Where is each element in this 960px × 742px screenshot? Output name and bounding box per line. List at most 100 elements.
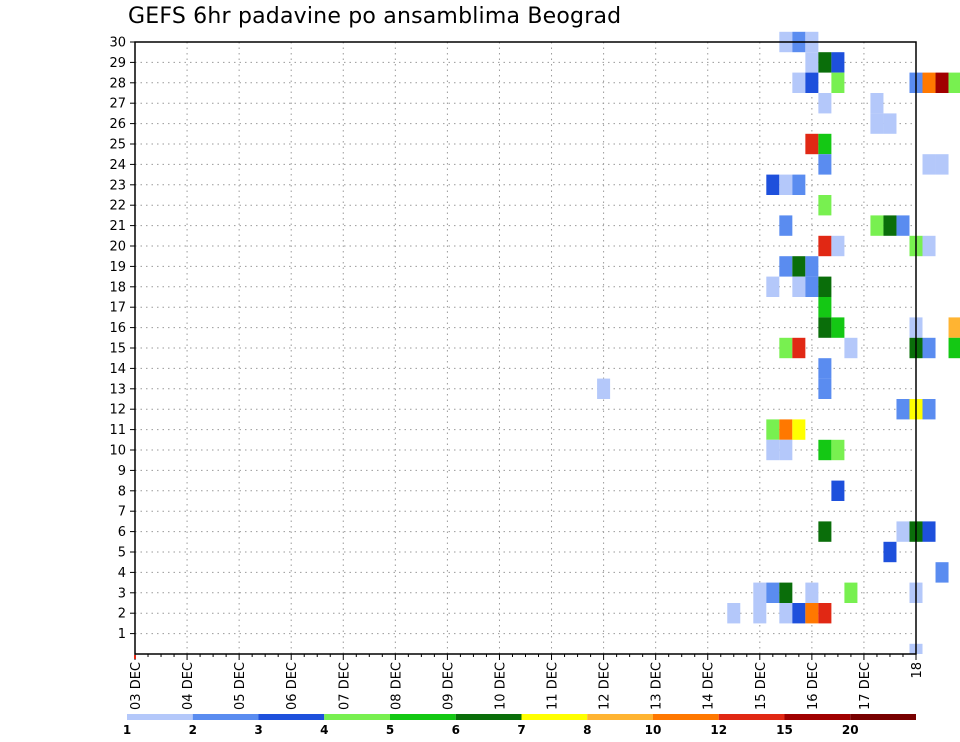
heatmap-cell xyxy=(818,317,832,338)
heatmap-cell xyxy=(818,276,832,297)
heatmap-cell xyxy=(922,72,936,93)
heatmap-cell xyxy=(818,235,832,257)
colorbar-swatch xyxy=(587,714,653,720)
x-tick-label: 07 DEC xyxy=(337,662,352,710)
heatmap-cell xyxy=(844,337,858,359)
heatmap-cell xyxy=(792,337,806,359)
y-tick-label: 4 xyxy=(118,566,126,581)
heatmap-cell xyxy=(766,419,780,440)
colorbar-label: 7 xyxy=(517,723,525,737)
heatmap-cell xyxy=(896,521,910,542)
colorbar-swatch xyxy=(784,714,851,720)
heatmap-cell xyxy=(922,399,936,420)
heatmap-cell xyxy=(870,93,884,114)
heatmap-cell xyxy=(818,603,832,624)
y-tick-label: 18 xyxy=(109,280,126,295)
heatmap-cell xyxy=(818,195,832,216)
heatmap-cell xyxy=(792,72,806,93)
heatmap-cell xyxy=(948,337,960,359)
heatmap-cell xyxy=(870,113,884,134)
heatmap-cell xyxy=(779,215,793,236)
y-tick-label: 11 xyxy=(109,423,126,438)
y-tick-label: 28 xyxy=(109,76,126,91)
y-tick-label: 29 xyxy=(109,56,126,71)
x-tick-label: 03 DEC xyxy=(129,662,144,710)
colorbar-label: 6 xyxy=(452,723,460,737)
colorbar-label: 2 xyxy=(189,723,197,737)
y-tick-label: 3 xyxy=(118,586,126,601)
heatmap-cell xyxy=(597,378,611,399)
heatmap-cell xyxy=(922,337,936,359)
heatmap-cell xyxy=(922,521,936,542)
y-tick-label: 14 xyxy=(109,362,126,377)
x-tick-label: 12 DEC xyxy=(598,662,613,710)
colorbar-swatch xyxy=(718,714,785,720)
colorbar-label: 4 xyxy=(320,723,328,737)
colorbar-swatch xyxy=(653,714,719,720)
heatmap-cell xyxy=(805,603,819,624)
heatmap-cell xyxy=(753,582,767,603)
colorbar-swatch xyxy=(455,714,522,720)
heatmap-cell xyxy=(792,174,806,195)
heatmap-cell xyxy=(831,439,845,461)
y-axis: 1234567891011121314151617181920212223242… xyxy=(109,36,135,642)
heatmap-cell xyxy=(779,174,793,195)
x-tick-label: 14 DEC xyxy=(702,662,717,710)
heatmap-cell xyxy=(818,297,832,318)
y-tick-label: 9 xyxy=(118,464,126,479)
colorbar-label: 12 xyxy=(710,723,727,737)
y-tick-label: 7 xyxy=(118,505,126,520)
x-axis: 03 DEC 04 DEC 05 DEC 06 DEC 07 DEC 08 DEC 09 D… xyxy=(129,654,925,710)
heatmap-cell xyxy=(753,603,767,624)
heatmap-cell xyxy=(935,154,949,175)
heatmap-cell xyxy=(818,358,832,379)
y-tick-label: 24 xyxy=(109,158,126,173)
heatmap-cell xyxy=(831,52,845,73)
y-tick-label: 27 xyxy=(109,97,126,112)
x-tick-label: 05 DEC xyxy=(233,662,248,710)
colorbar-swatch xyxy=(127,714,193,720)
y-tick-label: 6 xyxy=(118,525,126,540)
heatmap-cell xyxy=(779,439,793,461)
heatmap-cell xyxy=(831,72,845,93)
y-tick-label: 16 xyxy=(109,321,126,336)
heatmap-cell xyxy=(805,133,819,155)
y-tick-label: 20 xyxy=(109,240,126,255)
heatmap-cell xyxy=(792,256,806,277)
y-tick-label: 25 xyxy=(109,138,126,153)
heatmap-cell xyxy=(896,399,910,420)
x-tick-label: 04 DEC xyxy=(181,662,196,710)
colorbar-swatch xyxy=(324,714,390,720)
x-tick-label: 16 DEC xyxy=(806,662,821,710)
heatmap-cell xyxy=(818,439,832,461)
heatmap-cell xyxy=(818,52,832,73)
heatmap-cell xyxy=(818,133,832,155)
y-tick-label: 22 xyxy=(109,199,126,214)
heatmap-cell xyxy=(766,276,780,297)
heatmap-cell xyxy=(818,521,832,542)
x-tick-label: 15 DEC xyxy=(754,662,769,710)
heatmap-cell xyxy=(818,378,832,399)
heatmap-cell xyxy=(805,582,819,603)
x-tick-label: 10 DEC xyxy=(493,662,508,710)
x-tick-label: 18 xyxy=(910,662,925,679)
colorbar-swatch xyxy=(192,714,259,720)
y-tick-label: 2 xyxy=(118,607,126,622)
colorbar-label: 5 xyxy=(386,723,394,737)
heatmap-cell xyxy=(779,419,793,440)
heatmap-cell xyxy=(844,582,858,603)
colorbar-label: 8 xyxy=(583,723,591,737)
colorbar-swatch xyxy=(390,714,456,720)
heatmap-cell xyxy=(766,174,780,195)
heatmap-cell xyxy=(818,154,832,175)
y-tick-label: 10 xyxy=(109,444,126,459)
heatmap-cell xyxy=(883,541,897,563)
y-tick-label: 17 xyxy=(109,301,126,316)
y-tick-label: 12 xyxy=(109,403,126,418)
heatmap-cell xyxy=(779,582,793,603)
heatmap-cell xyxy=(792,276,806,297)
x-tick-label: 13 DEC xyxy=(650,662,665,710)
y-tick-label: 5 xyxy=(118,546,126,561)
colorbar-swatch xyxy=(521,714,588,720)
y-tick-label: 30 xyxy=(109,36,126,51)
